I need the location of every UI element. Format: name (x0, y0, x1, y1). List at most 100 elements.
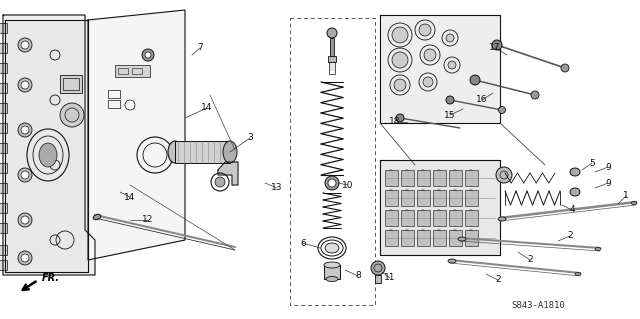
Bar (465, 170, 478, 186)
Circle shape (561, 64, 569, 72)
Circle shape (18, 213, 32, 227)
Bar (329, 62, 335, 74)
Text: S843-A1810: S843-A1810 (511, 301, 565, 310)
Circle shape (424, 49, 436, 61)
Circle shape (215, 177, 225, 187)
Polygon shape (218, 162, 238, 185)
Text: 2: 2 (527, 256, 533, 264)
Text: 9: 9 (605, 179, 611, 188)
Circle shape (448, 61, 456, 69)
Ellipse shape (434, 210, 444, 226)
Ellipse shape (466, 230, 476, 246)
Bar (449, 190, 462, 206)
Text: 3: 3 (247, 133, 253, 143)
Bar (375, 275, 381, 283)
Bar (385, 190, 398, 206)
Circle shape (18, 38, 32, 52)
Circle shape (18, 78, 32, 92)
Polygon shape (88, 10, 185, 260)
Circle shape (392, 27, 408, 43)
Polygon shape (380, 15, 500, 123)
Ellipse shape (402, 190, 412, 206)
Text: 13: 13 (271, 183, 283, 192)
Bar (0, 103, 7, 113)
Ellipse shape (434, 230, 444, 246)
Ellipse shape (402, 230, 412, 246)
Circle shape (142, 49, 154, 61)
Ellipse shape (386, 210, 396, 226)
Circle shape (18, 168, 32, 182)
Ellipse shape (450, 170, 460, 186)
Bar (175, 141, 230, 163)
Circle shape (21, 126, 29, 134)
Ellipse shape (575, 272, 581, 276)
Bar (0, 203, 7, 213)
Bar (417, 190, 430, 206)
Ellipse shape (595, 248, 601, 250)
Text: 12: 12 (142, 216, 154, 225)
Bar (118, 68, 128, 74)
Bar (330, 38, 334, 56)
Ellipse shape (418, 230, 428, 246)
Bar (449, 210, 462, 226)
Circle shape (419, 24, 431, 36)
Bar (433, 210, 446, 226)
Bar (417, 170, 430, 186)
Ellipse shape (631, 202, 637, 204)
Circle shape (21, 216, 29, 224)
Ellipse shape (402, 170, 412, 186)
Text: 14: 14 (202, 103, 212, 113)
Ellipse shape (223, 141, 237, 163)
Ellipse shape (434, 190, 444, 206)
Polygon shape (5, 20, 88, 272)
Ellipse shape (570, 168, 580, 176)
Text: 15: 15 (444, 110, 456, 120)
Ellipse shape (450, 230, 460, 246)
Ellipse shape (325, 243, 339, 253)
Bar (0, 83, 7, 93)
Text: 4: 4 (569, 205, 575, 214)
Circle shape (327, 28, 337, 38)
Bar (0, 43, 7, 53)
Ellipse shape (448, 259, 456, 263)
Bar (449, 170, 462, 186)
Circle shape (392, 52, 408, 68)
Ellipse shape (450, 210, 460, 226)
Ellipse shape (434, 170, 444, 186)
Text: 1: 1 (623, 191, 629, 201)
Text: 17: 17 (489, 43, 500, 53)
Text: FR.: FR. (42, 273, 60, 283)
Bar (401, 210, 414, 226)
Bar (0, 163, 7, 173)
Text: 10: 10 (342, 181, 354, 189)
Ellipse shape (466, 210, 476, 226)
Bar (0, 23, 7, 33)
Bar (465, 190, 478, 206)
Bar (108, 100, 120, 108)
Bar (328, 56, 336, 62)
Bar (401, 190, 414, 206)
Bar (417, 210, 430, 226)
Text: 2: 2 (567, 232, 573, 241)
Circle shape (470, 75, 480, 85)
Bar (449, 230, 462, 246)
Bar (132, 68, 142, 74)
Circle shape (446, 34, 454, 42)
Text: 2: 2 (495, 276, 501, 285)
Ellipse shape (402, 210, 412, 226)
Polygon shape (3, 15, 95, 275)
Circle shape (394, 79, 406, 91)
Bar (401, 170, 414, 186)
Ellipse shape (386, 190, 396, 206)
Ellipse shape (326, 277, 338, 281)
Circle shape (18, 123, 32, 137)
Text: 5: 5 (589, 159, 595, 167)
Circle shape (423, 77, 433, 87)
Bar (0, 123, 7, 133)
Ellipse shape (386, 230, 396, 246)
Circle shape (328, 179, 336, 187)
Bar (0, 183, 7, 193)
Bar (385, 170, 398, 186)
Bar (60, 75, 82, 93)
Ellipse shape (168, 141, 182, 163)
